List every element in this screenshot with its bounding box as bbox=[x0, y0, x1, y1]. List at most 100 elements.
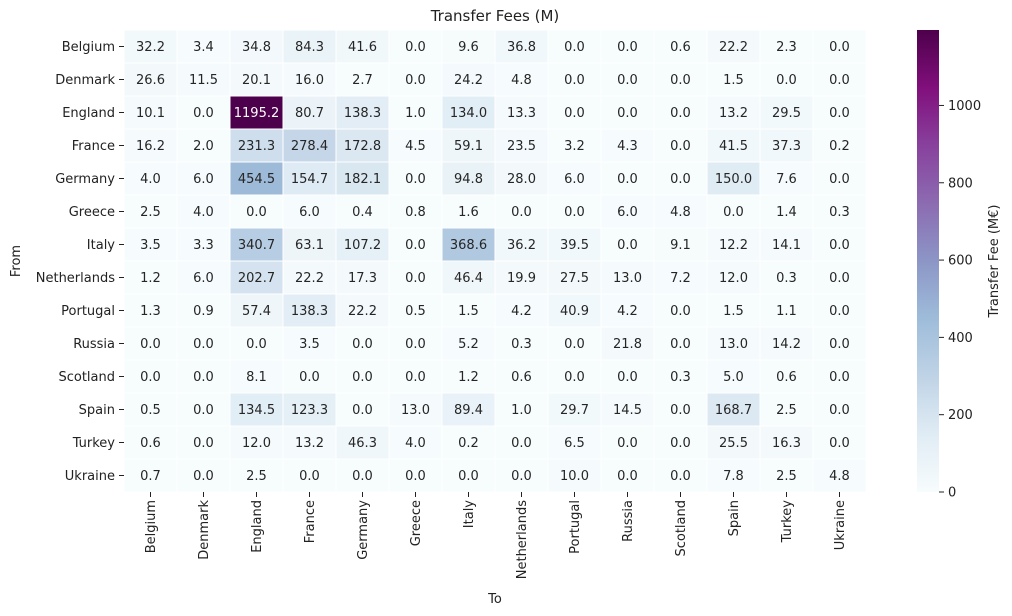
cell-value-label: 0.0 bbox=[299, 469, 320, 484]
x-tick-label-germany: Germany bbox=[356, 500, 371, 560]
cell-value-label: 2.3 bbox=[776, 40, 797, 55]
cell-value-label: 0.0 bbox=[829, 304, 850, 319]
cell-value-label: 202.7 bbox=[238, 271, 275, 286]
cell-value-label: 0.0 bbox=[829, 337, 850, 352]
cell-value-label: 0.0 bbox=[140, 337, 161, 352]
x-axis-ticks: Belgium Denmark England France Germany Greece… bbox=[144, 492, 848, 579]
cell-value-label: 0.0 bbox=[564, 73, 585, 88]
cell-value-label: 25.5 bbox=[719, 436, 748, 451]
cell-value-label: 0.6 bbox=[140, 436, 161, 451]
cell-value-label: 0.0 bbox=[405, 337, 426, 352]
colorbar-tick-label: 200 bbox=[948, 408, 973, 423]
cell-value-label: 41.6 bbox=[348, 40, 377, 55]
heatmap-cell-france-to-spain bbox=[706, 128, 761, 163]
heatmap-cell-greece-to-portugal bbox=[547, 194, 602, 229]
cell-value-label: 21.8 bbox=[613, 337, 642, 352]
cell-value-label: 0.0 bbox=[617, 172, 638, 187]
cell-value-label: 40.9 bbox=[560, 304, 589, 319]
heatmap-cell-germany-to-russia bbox=[600, 161, 655, 196]
x-tick-label-greece: Greece bbox=[409, 500, 424, 546]
heatmap-cell-denmark-to-netherlands bbox=[494, 62, 549, 97]
cell-value-label: 0.0 bbox=[405, 370, 426, 385]
heatmap-cell-portugal-to-netherlands bbox=[494, 293, 549, 328]
cell-value-label: 0.4 bbox=[352, 205, 373, 220]
heatmap-cell-netherlands-to-greece bbox=[388, 260, 443, 295]
heatmap-cell-spain-to-england bbox=[229, 392, 284, 427]
heatmap-cell-ukraine-to-spain bbox=[706, 458, 761, 493]
x-tick-label-spain: Spain bbox=[727, 500, 742, 536]
cell-value-label: 16.3 bbox=[772, 436, 801, 451]
cell-value-label: 0.0 bbox=[829, 370, 850, 385]
colorbar-title: Transfer Fee (M€) bbox=[987, 205, 1002, 319]
cell-value-label: 3.4 bbox=[193, 40, 214, 55]
cell-value-label: 168.7 bbox=[715, 403, 752, 418]
heatmap-cell-netherlands-to-denmark bbox=[176, 260, 231, 295]
cell-value-label: 13.3 bbox=[507, 106, 536, 121]
y-tick-label-scotland: Scotland bbox=[58, 370, 115, 385]
cell-value-label: 0.0 bbox=[776, 73, 797, 88]
cell-value-label: 454.5 bbox=[238, 172, 275, 187]
cell-value-label: 0.0 bbox=[829, 40, 850, 55]
cell-value-label: 0.0 bbox=[670, 436, 691, 451]
cell-value-label: 0.0 bbox=[829, 172, 850, 187]
cell-value-label: 0.0 bbox=[617, 469, 638, 484]
heatmap-cell-portugal-to-england bbox=[229, 293, 284, 328]
heatmap-cell-ukraine-to-germany bbox=[335, 458, 390, 493]
cell-value-label: 19.9 bbox=[507, 271, 536, 286]
cell-value-label: 37.3 bbox=[772, 139, 801, 154]
heatmap-cell-portugal-to-spain bbox=[706, 293, 761, 328]
cell-value-label: 13.0 bbox=[401, 403, 430, 418]
cell-value-label: 6.0 bbox=[617, 205, 638, 220]
cell-value-label: 22.2 bbox=[348, 304, 377, 319]
heatmap-cell-spain-to-ukraine bbox=[812, 392, 867, 427]
cell-value-label: 0.2 bbox=[458, 436, 479, 451]
cell-value-label: 4.2 bbox=[617, 304, 638, 319]
cell-value-label: 138.3 bbox=[344, 106, 381, 121]
heatmap-cell-turkey-to-scotland bbox=[653, 425, 708, 460]
heatmap-cell-ukraine-to-italy bbox=[441, 458, 496, 493]
x-tick-label-denmark: Denmark bbox=[197, 500, 212, 560]
heatmap-cell-italy-to-ukraine bbox=[812, 227, 867, 262]
cell-value-label: 0.2 bbox=[829, 139, 850, 154]
cell-value-label: 0.3 bbox=[670, 370, 691, 385]
cell-value-label: 0.7 bbox=[140, 469, 161, 484]
heatmap-cell-france-to-scotland bbox=[653, 128, 708, 163]
cell-value-label: 6.0 bbox=[193, 172, 214, 187]
x-tick-label-ukraine: Ukraine bbox=[833, 500, 848, 550]
y-tick-label-russia: Russia bbox=[73, 337, 115, 352]
y-tick-label-germany: Germany bbox=[55, 172, 115, 187]
heatmap-cell-ukraine-to-greece bbox=[388, 458, 443, 493]
cell-value-label: 0.5 bbox=[405, 304, 426, 319]
heatmap-cell-spain-to-belgium bbox=[123, 392, 178, 427]
cell-value-label: 1.2 bbox=[458, 370, 479, 385]
cell-value-label: 4.8 bbox=[511, 73, 532, 88]
cell-value-label: 0.0 bbox=[670, 139, 691, 154]
heatmap-cell-portugal-to-france bbox=[282, 293, 337, 328]
x-axis-title: To bbox=[487, 592, 502, 607]
heatmap-cell-russia-to-spain bbox=[706, 326, 761, 361]
heatmap-cell-germany-to-scotland bbox=[653, 161, 708, 196]
heatmap-cell-italy-to-england bbox=[229, 227, 284, 262]
heatmap-cell-netherlands-to-italy bbox=[441, 260, 496, 295]
heatmap-cell-greece-to-spain bbox=[706, 194, 761, 229]
heatmap-cell-scotland-to-england bbox=[229, 359, 284, 394]
x-tick-label-england: England bbox=[250, 500, 265, 553]
heatmap-cell-greece-to-denmark bbox=[176, 194, 231, 229]
cell-value-label: 4.0 bbox=[193, 205, 214, 220]
cell-value-label: 1195.2 bbox=[234, 106, 280, 121]
cell-value-label: 14.1 bbox=[772, 238, 801, 253]
heatmap-cell-ukraine-to-turkey bbox=[759, 458, 814, 493]
cell-value-label: 36.8 bbox=[507, 40, 536, 55]
heatmap-cell-denmark-to-denmark bbox=[176, 62, 231, 97]
cell-value-label: 14.5 bbox=[613, 403, 642, 418]
cell-value-label: 6.0 bbox=[564, 172, 585, 187]
cell-value-label: 0.0 bbox=[670, 304, 691, 319]
cell-value-label: 0.3 bbox=[776, 271, 797, 286]
cell-value-label: 123.3 bbox=[291, 403, 328, 418]
cell-value-label: 107.2 bbox=[344, 238, 381, 253]
cell-value-label: 84.3 bbox=[295, 40, 324, 55]
cell-value-label: 0.0 bbox=[617, 238, 638, 253]
cell-value-label: 0.0 bbox=[670, 337, 691, 352]
heatmap-cell-ukraine-to-ukraine bbox=[812, 458, 867, 493]
heatmap-cell-spain-to-denmark bbox=[176, 392, 231, 427]
